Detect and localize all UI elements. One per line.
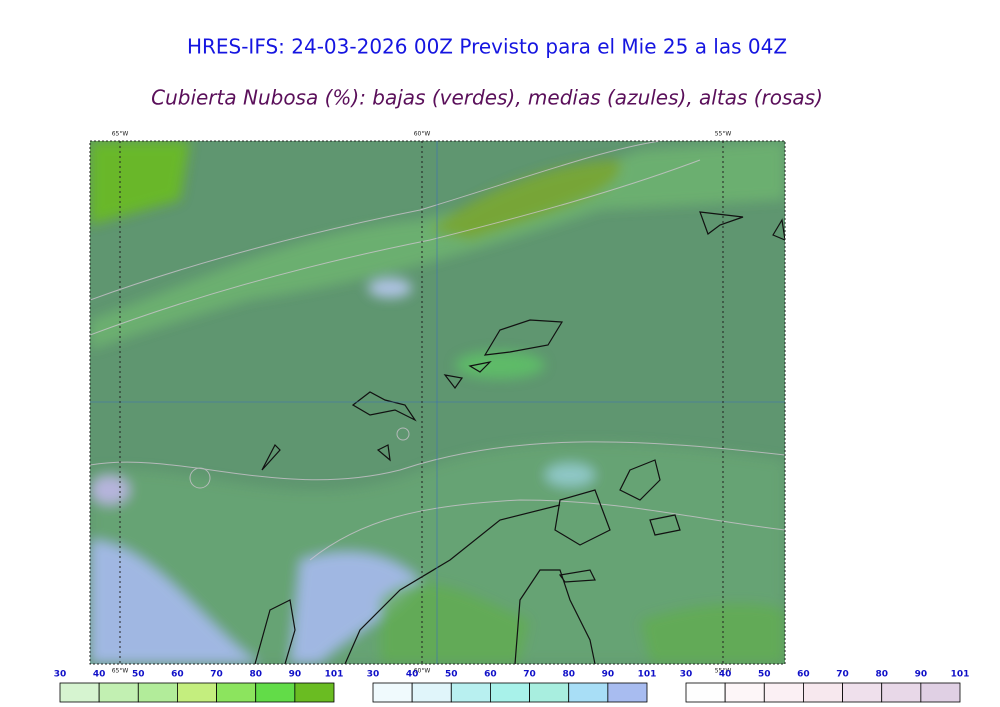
colorbar-tick-label: 90: [602, 670, 615, 680]
colorbar-tick-label: 101: [325, 670, 344, 680]
colorbar-swatch: [529, 682, 570, 703]
colorbar-tick-label: 60: [797, 670, 810, 680]
colorbar-tick-label: 80: [249, 670, 262, 680]
longitude-label: 60°W: [414, 668, 431, 675]
colorbar-swatch: [177, 682, 217, 703]
colorbar-tick-label: 90: [289, 670, 302, 680]
longitude-label: 65°W: [112, 131, 129, 138]
colorbar-tick-label: 30: [680, 670, 693, 680]
colorbar-swatch: [607, 682, 648, 703]
longitude-label: 55°W: [715, 131, 732, 138]
colorbar-tick-label: 70: [210, 670, 223, 680]
colorbar-swatch: [568, 682, 609, 703]
colorbar-tick-label: 30: [54, 670, 67, 680]
subtitle: Cubierta Nubosa (%): bajas (verdes), med…: [151, 86, 823, 110]
longitude-label: 60°W: [414, 131, 431, 138]
colorbar-swatch: [842, 682, 883, 703]
colorbar-swatch: [803, 682, 843, 703]
colorbar-swatch: [450, 682, 491, 703]
colorbar-tick-label: 70: [836, 670, 849, 680]
colorbar-tick-label: 60: [484, 670, 497, 680]
colorbar-tick-label: 40: [719, 670, 732, 680]
colorbar-tick-label: 40: [406, 670, 419, 680]
colorbar-swatch: [137, 682, 178, 703]
colorbar-swatch: [372, 682, 413, 703]
colorbar-swatch: [255, 682, 296, 703]
colorbar-tick-label: 101: [951, 670, 970, 680]
colorbar-swatch: [59, 682, 100, 703]
colorbar-tick-label: 90: [915, 670, 928, 680]
map: [90, 141, 785, 664]
colorbar-swatch: [881, 682, 922, 703]
colorbar-tick-label: 40: [93, 670, 106, 680]
colorbar-tick-label: 70: [523, 670, 536, 680]
colorbar-swatch: [216, 682, 257, 703]
colorbar-swatch: [724, 682, 765, 703]
colorbar-swatch: [411, 682, 452, 703]
colorbar-swatch: [490, 682, 530, 703]
colorbar-tick-label: 50: [758, 670, 771, 680]
colorbar-tick-label: 101: [638, 670, 657, 680]
longitude-label: 55°W: [715, 668, 732, 675]
colorbar-tick-label: 50: [132, 670, 145, 680]
longitude-label: 65°W: [112, 668, 129, 675]
title: HRES-IFS: 24-03-2026 00Z Previsto para e…: [187, 35, 787, 59]
colorbar-tick-label: 50: [445, 670, 458, 680]
colorbar-swatch: [920, 682, 961, 703]
colorbar-tick-label: 80: [875, 670, 888, 680]
colorbar-tick-label: 60: [171, 670, 184, 680]
colorbar-tick-label: 80: [562, 670, 575, 680]
colorbar-swatch: [98, 682, 139, 703]
colorbar-swatch: [685, 682, 726, 703]
map-frame: [89, 140, 786, 665]
colorbar-swatch: [294, 682, 335, 703]
colorbar-tick-label: 30: [367, 670, 380, 680]
colorbar-swatch: [763, 682, 804, 703]
